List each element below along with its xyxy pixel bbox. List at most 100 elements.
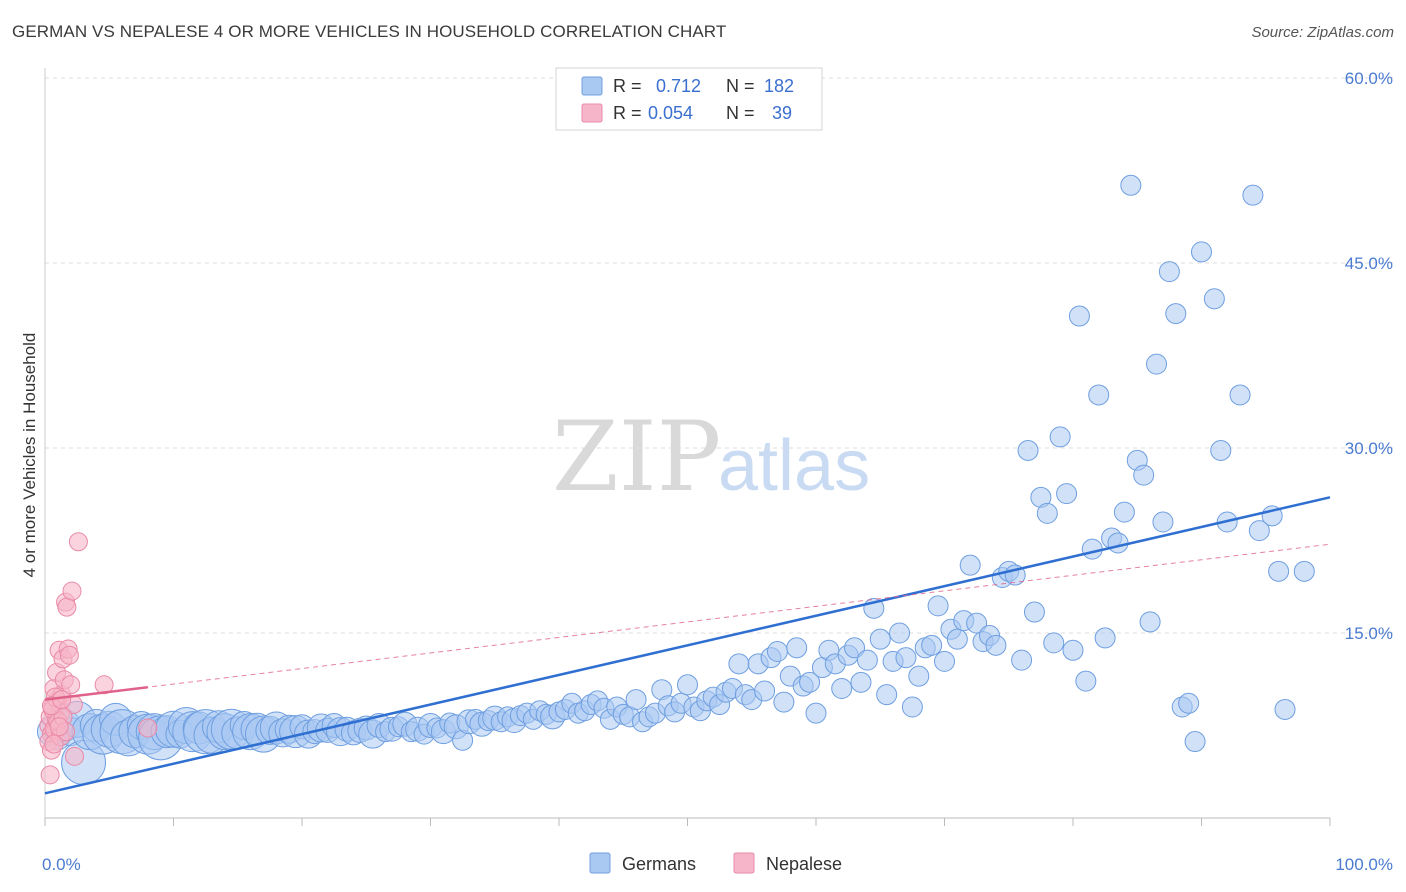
german-point	[1075, 670, 1097, 692]
german-point	[754, 680, 776, 702]
legend-r-label-germans: R =	[613, 76, 642, 96]
german-point	[1158, 261, 1180, 283]
x-tick-label-0: 0.0%	[42, 855, 81, 874]
nepalese-point	[40, 765, 60, 785]
legend-n-value-germans: 182	[764, 76, 794, 96]
legend-r-value-nepalese: 0.054	[648, 103, 693, 123]
y-tick-label-0: 15.0%	[1345, 624, 1393, 643]
german-point	[1088, 384, 1110, 406]
german-point	[889, 622, 911, 644]
bottom-legend: Germans Nepalese	[589, 852, 842, 874]
nepalese-point	[94, 675, 114, 695]
german-point	[1113, 501, 1135, 523]
german-point	[1191, 241, 1212, 263]
y-tick-labels: 15.0% 30.0% 45.0% 60.0%	[1345, 69, 1393, 643]
german-point	[1094, 627, 1116, 649]
german-point	[1293, 560, 1315, 582]
trend-lines	[44, 496, 1331, 795]
watermark: ZIP atlas	[552, 401, 870, 513]
german-point	[1133, 464, 1155, 486]
german-point	[1165, 303, 1187, 325]
german-point	[677, 674, 698, 696]
german-point	[1203, 288, 1225, 310]
german-point	[901, 696, 923, 718]
german-point	[805, 702, 827, 724]
german-point	[786, 637, 808, 659]
german-point	[766, 641, 788, 662]
german-point	[799, 671, 821, 693]
legend-swatch-germans	[581, 76, 603, 96]
german-point	[985, 634, 1007, 656]
legend: R = 0.712 N = 182 R = 0.054 N = 39	[555, 67, 823, 131]
german-trend-line	[44, 496, 1331, 795]
german-point	[1146, 353, 1168, 375]
axes	[44, 68, 1331, 826]
german-point	[869, 628, 891, 650]
nepalese-point	[68, 532, 88, 552]
german-point	[773, 691, 795, 713]
german-point	[1036, 502, 1058, 524]
german-point	[1184, 731, 1206, 753]
nepalese-point	[57, 597, 77, 617]
y-tick-label-1: 30.0%	[1345, 439, 1393, 458]
legend-n-label-nepalese: N =	[726, 103, 755, 123]
grid-lines	[45, 77, 1394, 634]
german-point	[1049, 426, 1071, 448]
german-point	[1068, 305, 1090, 327]
x-tick-labels: 0.0% 100.0%	[42, 855, 1393, 874]
x-tick-label-1: 100.0%	[1335, 855, 1393, 874]
german-point	[1248, 520, 1270, 542]
watermark-zip: ZIP	[552, 401, 721, 513]
nepalese-point	[138, 718, 158, 738]
german-point	[1178, 692, 1200, 714]
bottom-legend-swatch-germans	[589, 852, 611, 874]
nepalese-point	[49, 717, 69, 737]
german-point	[1062, 639, 1084, 661]
german-point	[876, 684, 898, 706]
german-point	[966, 612, 988, 634]
german-point	[1210, 439, 1232, 461]
german-point	[1242, 184, 1264, 206]
german-point	[625, 689, 647, 711]
nepalese-trend-line	[44, 686, 148, 701]
chart-source: Source: ZipAtlas.com	[1251, 24, 1394, 41]
nepalese-point	[62, 581, 82, 601]
y-tick-label-2: 45.0%	[1345, 254, 1393, 273]
watermark-atlas: atlas	[718, 426, 870, 506]
legend-swatch-nepalese	[581, 103, 603, 123]
german-point	[1011, 649, 1033, 671]
nepalese-point	[61, 675, 81, 695]
german-point	[728, 653, 750, 675]
german-point	[1017, 439, 1039, 461]
legend-n-value-nepalese: 39	[772, 103, 792, 123]
german-point	[1229, 384, 1251, 406]
german-point	[1056, 483, 1078, 505]
german-point	[1043, 632, 1065, 654]
nepalese-points	[39, 532, 158, 785]
german-point	[1152, 511, 1174, 533]
bottom-legend-label-nepalese: Nepalese	[766, 854, 842, 874]
german-point	[850, 671, 872, 693]
german-point	[927, 595, 949, 617]
german-point	[1120, 174, 1142, 196]
chart-title: GERMAN VS NEPALESE 4 OR MORE VEHICLES IN…	[12, 22, 727, 41]
german-point	[959, 554, 981, 576]
legend-r-value-germans: 0.712	[656, 76, 701, 96]
german-point	[1081, 538, 1103, 560]
legend-n-label-germans: N =	[726, 76, 755, 96]
german-point	[921, 634, 943, 656]
german-point	[1107, 532, 1129, 554]
german-point	[946, 628, 968, 650]
german-point	[856, 649, 878, 671]
legend-r-label-nepalese: R =	[613, 103, 642, 123]
nepalese-point	[65, 746, 85, 766]
nepalese-point	[59, 645, 79, 665]
german-point	[844, 637, 866, 659]
german-point	[831, 678, 853, 699]
bottom-legend-swatch-nepalese	[733, 852, 755, 874]
german-point	[934, 650, 955, 672]
bottom-legend-label-germans: Germans	[622, 854, 696, 874]
german-point	[1274, 698, 1296, 720]
german-point	[895, 647, 917, 669]
